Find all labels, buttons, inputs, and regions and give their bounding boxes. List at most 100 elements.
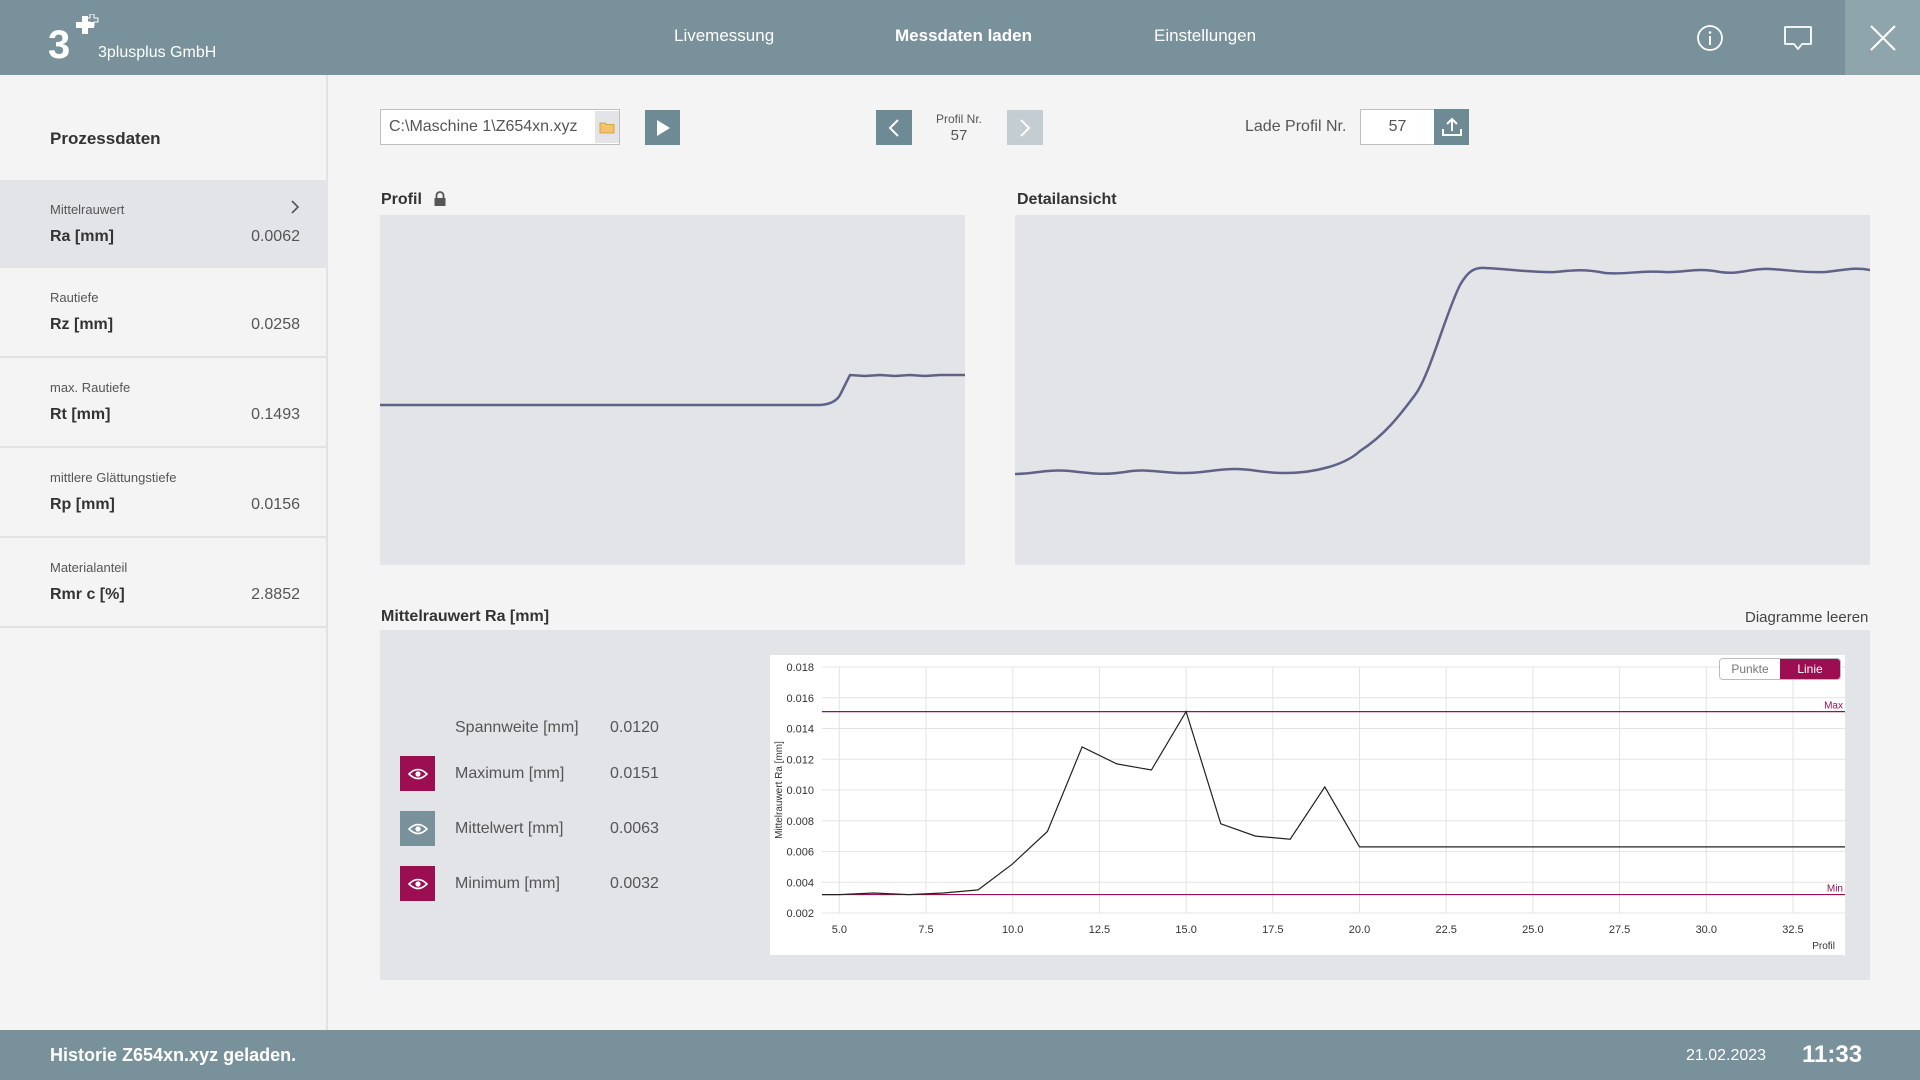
x-tick-label: 30.0 bbox=[1696, 924, 1717, 936]
detail-curve bbox=[1014, 266, 1871, 476]
stat-value: 0.0151 bbox=[610, 765, 659, 782]
sidebar-item-rp[interactable]: mittlere Glättungstiefe Rp [mm] 0.0156 bbox=[0, 450, 328, 538]
lade-profil-label: Lade Profil Nr. bbox=[1245, 118, 1347, 135]
ra-line-chart: 0.002 0.004 0.006 0.008 0.010 0.012 0.014 0.016… bbox=[770, 655, 1845, 955]
lade-profil-input[interactable]: 57 bbox=[1360, 109, 1435, 145]
stat-row-minimum: Minimum [mm] 0.0032 bbox=[380, 866, 760, 902]
tab-messdaten-laden[interactable]: Messdaten laden bbox=[895, 26, 1032, 45]
profil-nr-label: Profil Nr. bbox=[935, 112, 982, 126]
stat-label: Maximum [mm] bbox=[455, 765, 565, 782]
message-icon bbox=[1784, 26, 1812, 50]
detail-title: Detailansicht bbox=[1017, 191, 1117, 208]
y-tick-label: 0.016 bbox=[786, 693, 814, 705]
detail-plot bbox=[1014, 215, 1871, 565]
close-icon bbox=[1869, 24, 1896, 51]
stat-label: Minimum [mm] bbox=[455, 875, 560, 892]
metric-subtitle: Materialanteil bbox=[50, 560, 128, 575]
y-tick-label: 0.006 bbox=[786, 847, 814, 859]
profil-title: Profil bbox=[381, 191, 422, 208]
x-tick-label: 15.0 bbox=[1175, 924, 1196, 936]
tab-livemessung[interactable]: Livemessung bbox=[674, 26, 775, 45]
status-date: 21.02.2023 bbox=[1686, 1047, 1767, 1064]
metric-value: 2.8852 bbox=[251, 586, 300, 603]
previous-profile-button[interactable] bbox=[876, 110, 912, 145]
x-tick-label: 12.5 bbox=[1089, 924, 1110, 936]
x-tick-label: 5.0 bbox=[832, 924, 847, 936]
profil-nr-value: 57 bbox=[950, 127, 968, 144]
play-icon bbox=[656, 119, 670, 136]
y-tick-label: 0.008 bbox=[786, 816, 814, 828]
info-icon bbox=[1697, 25, 1723, 51]
logo-icon: 3 bbox=[48, 14, 99, 62]
x-tick-label: 27.5 bbox=[1609, 924, 1630, 936]
metric-name: Rt [mm] bbox=[50, 406, 111, 423]
company-name: 3plusplus GmbH bbox=[98, 44, 217, 61]
ra-chart-title: Mittelrauwert Ra [mm] bbox=[381, 608, 550, 625]
toggle-mittelwert-button[interactable] bbox=[400, 811, 435, 846]
info-button[interactable] bbox=[1692, 20, 1728, 56]
metric-subtitle: Rautiefe bbox=[50, 290, 99, 305]
sidebar-title: Prozessdaten bbox=[50, 129, 161, 148]
y-tick-label: 0.010 bbox=[786, 785, 814, 797]
chart-mode-toggle: Punkte Linie bbox=[1719, 658, 1841, 680]
x-tick-label: 7.5 bbox=[918, 924, 933, 936]
metric-name: Rz [mm] bbox=[50, 316, 114, 333]
toggle-minimum-button[interactable] bbox=[400, 866, 435, 901]
status-bar: Historie Z654xn.xyz geladen. 21.02.2023 … bbox=[0, 1030, 1920, 1080]
series-line bbox=[822, 710, 1845, 896]
y-tick-label: 0.012 bbox=[786, 754, 814, 766]
y-tick-label: 0.004 bbox=[786, 877, 814, 889]
close-button[interactable] bbox=[1845, 0, 1920, 75]
stat-value: 0.0120 bbox=[610, 719, 659, 736]
profil-plot bbox=[380, 215, 965, 565]
x-axis-label: Profil bbox=[1812, 941, 1835, 952]
metric-subtitle: Mittelrauwert bbox=[50, 202, 125, 217]
reference-label-max: Max bbox=[1824, 701, 1843, 712]
stat-value: 0.0063 bbox=[610, 820, 659, 837]
eye-icon bbox=[407, 823, 428, 834]
tab-einstellungen[interactable]: Einstellungen bbox=[1154, 26, 1257, 45]
load-profile-button[interactable] bbox=[1434, 109, 1469, 145]
metric-name: Ra [mm] bbox=[50, 228, 115, 245]
sidebar-item-rt[interactable]: max. Rautiefe Rt [mm] 0.1493 bbox=[0, 360, 328, 448]
metric-value: 0.0156 bbox=[251, 496, 300, 513]
stat-row-spannweite: Spannweite [mm] 0.0120 bbox=[380, 710, 760, 746]
stat-label: Spannweite [mm] bbox=[455, 719, 579, 736]
file-path-input[interactable]: C:\Maschine 1\Z654xn.xyz bbox=[380, 109, 620, 145]
clear-charts-link[interactable]: Diagramme leeren bbox=[1745, 609, 1869, 626]
folder-icon bbox=[599, 122, 615, 134]
punkte-toggle[interactable]: Punkte bbox=[1720, 659, 1780, 679]
upload-icon bbox=[1441, 117, 1462, 136]
toggle-maximum-button[interactable] bbox=[400, 756, 435, 791]
stat-label: Mittelwert [mm] bbox=[455, 820, 564, 837]
metric-name: Rp [mm] bbox=[50, 496, 115, 513]
metric-subtitle: mittlere Glättungstiefe bbox=[50, 470, 177, 485]
stat-row-mittelwert: Mittelwert [mm] 0.0063 bbox=[380, 811, 760, 847]
app-header: 3 3plusplus GmbH Livemessung Messdaten l… bbox=[0, 0, 1920, 75]
status-message: Historie Z654xn.xyz geladen. bbox=[50, 1045, 297, 1065]
sidebar-item-rz[interactable]: Rautiefe Rz [mm] 0.0258 bbox=[0, 270, 328, 358]
play-button[interactable] bbox=[645, 110, 680, 145]
y-axis-label: Mittelrauwert Ra [mm] bbox=[774, 741, 785, 839]
message-button[interactable] bbox=[1780, 20, 1816, 56]
stat-row-maximum: Maximum [mm] 0.0151 bbox=[380, 756, 760, 792]
sidebar-item-ra[interactable]: Mittelrauwert Ra [mm] 0.0062 bbox=[0, 180, 328, 268]
y-tick-label: 0.002 bbox=[786, 908, 814, 920]
lock-icon[interactable] bbox=[433, 190, 447, 208]
browse-folder-button[interactable] bbox=[595, 111, 619, 143]
status-time: 11:33 bbox=[1802, 1041, 1863, 1068]
linie-toggle[interactable]: Linie bbox=[1780, 659, 1840, 679]
sidebar: Prozessdaten Mittelrauwert Ra [mm] 0.006… bbox=[0, 75, 328, 1030]
chevron-right-icon bbox=[291, 200, 300, 214]
stat-value: 0.0032 bbox=[610, 875, 659, 892]
metric-value: 0.1493 bbox=[251, 406, 300, 423]
sidebar-item-rmr[interactable]: Materialanteil Rmr c [%] 2.8852 bbox=[0, 540, 328, 628]
ra-chart-svg: 0.002 0.004 0.006 0.008 0.010 0.012 0.014 0.016… bbox=[774, 662, 1845, 952]
reference-label-min: Min bbox=[1827, 884, 1843, 895]
metric-value: 0.0062 bbox=[251, 228, 300, 245]
x-tick-label: 25.0 bbox=[1522, 924, 1543, 936]
metric-subtitle: max. Rautiefe bbox=[50, 380, 131, 395]
svg-text:3: 3 bbox=[48, 23, 70, 62]
next-profile-button[interactable] bbox=[1007, 110, 1043, 145]
chevron-right-icon bbox=[1020, 118, 1031, 137]
